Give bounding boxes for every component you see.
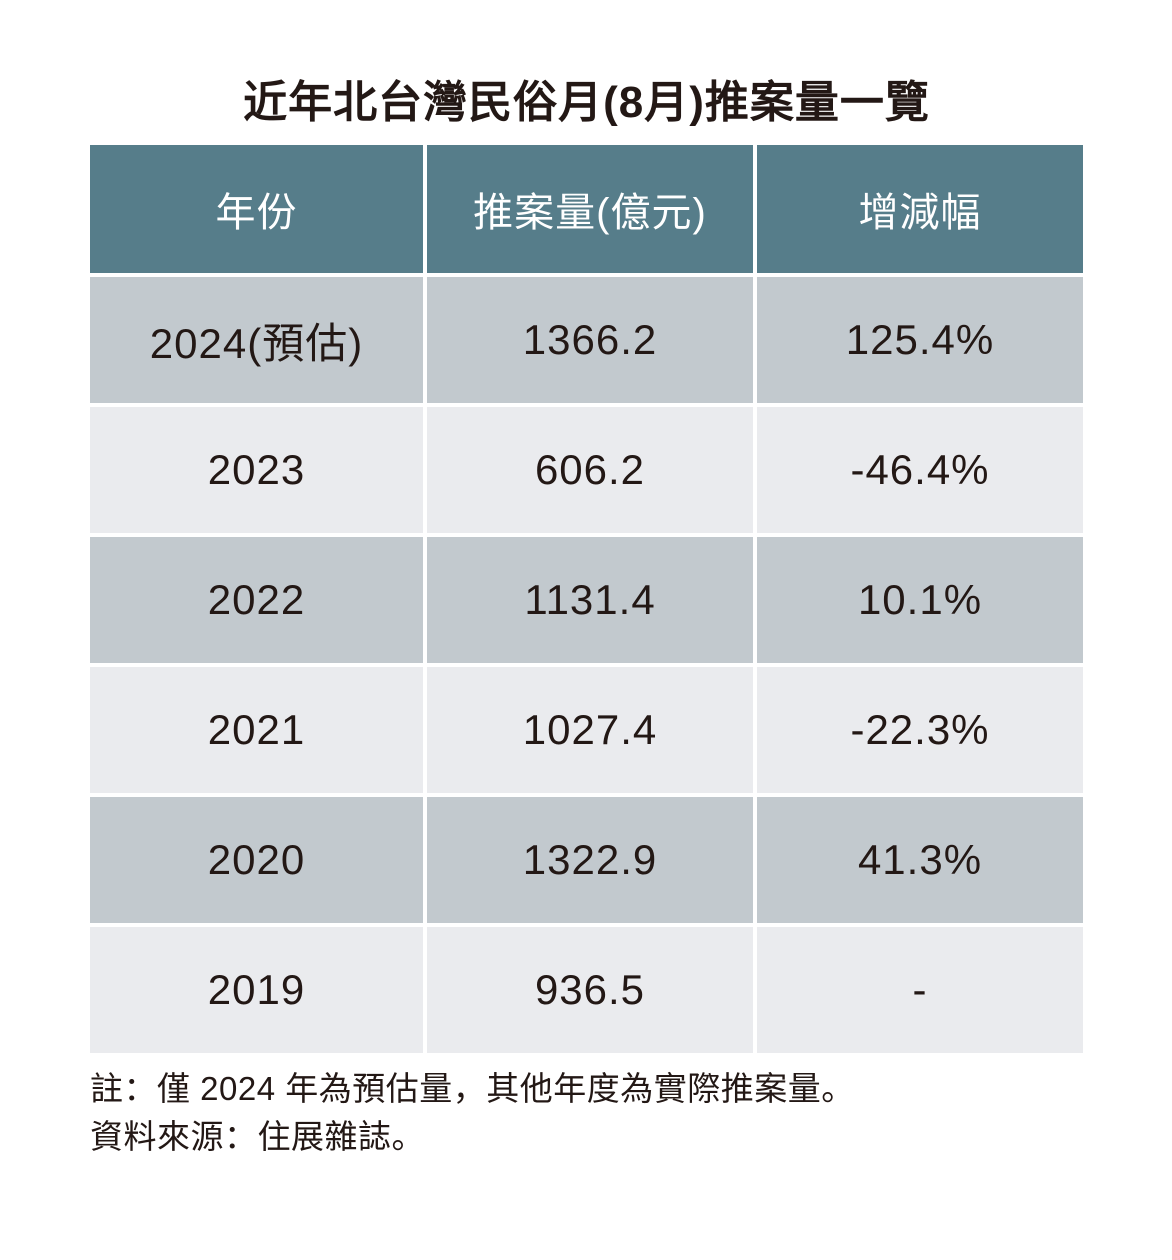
column-header-volume: 推案量(億元) bbox=[427, 145, 753, 273]
footnote-source: 資料來源：住展雜誌。 bbox=[90, 1118, 425, 1155]
table-cell-change-2023: -46.4% bbox=[757, 407, 1083, 533]
table-cell-year-2019: 2019 bbox=[90, 927, 423, 1053]
footnotes: 註：僅 2024 年為預估量，其他年度為實際推案量。 資料來源：住展雜誌。 bbox=[90, 1065, 1140, 1161]
footnote-estimate: 註：僅 2024 年為預估量，其他年度為實際推案量。 bbox=[90, 1070, 855, 1107]
table-cell-change-2020: 41.3% bbox=[757, 797, 1083, 923]
table-cell-volume-2024: 1366.2 bbox=[427, 277, 753, 403]
table-cell-volume-2022: 1131.4 bbox=[427, 537, 753, 663]
table-cell-year-2021: 2021 bbox=[90, 667, 423, 793]
column-header-year: 年份 bbox=[90, 145, 423, 273]
table-cell-volume-2021: 1027.4 bbox=[427, 667, 753, 793]
data-table: 年份 推案量(億元) 增減幅 2024(預估) 1366.2 125.4% 20… bbox=[90, 145, 1083, 1053]
table-cell-change-2019: - bbox=[757, 927, 1083, 1053]
table-cell-change-2024: 125.4% bbox=[757, 277, 1083, 403]
table-cell-year-2023: 2023 bbox=[90, 407, 423, 533]
table-cell-volume-2020: 1322.9 bbox=[427, 797, 753, 923]
table-cell-year-2022: 2022 bbox=[90, 537, 423, 663]
table-cell-change-2022: 10.1% bbox=[757, 537, 1083, 663]
page-title: 近年北台灣民俗月(8月)推案量一覽 bbox=[243, 78, 930, 127]
table-cell-volume-2019: 936.5 bbox=[427, 927, 753, 1053]
table-cell-year-2020: 2020 bbox=[90, 797, 423, 923]
column-header-change: 增減幅 bbox=[757, 145, 1083, 273]
table-cell-volume-2023: 606.2 bbox=[427, 407, 753, 533]
table-cell-year-2024: 2024(預估) bbox=[90, 277, 423, 403]
table-cell-change-2021: -22.3% bbox=[757, 667, 1083, 793]
